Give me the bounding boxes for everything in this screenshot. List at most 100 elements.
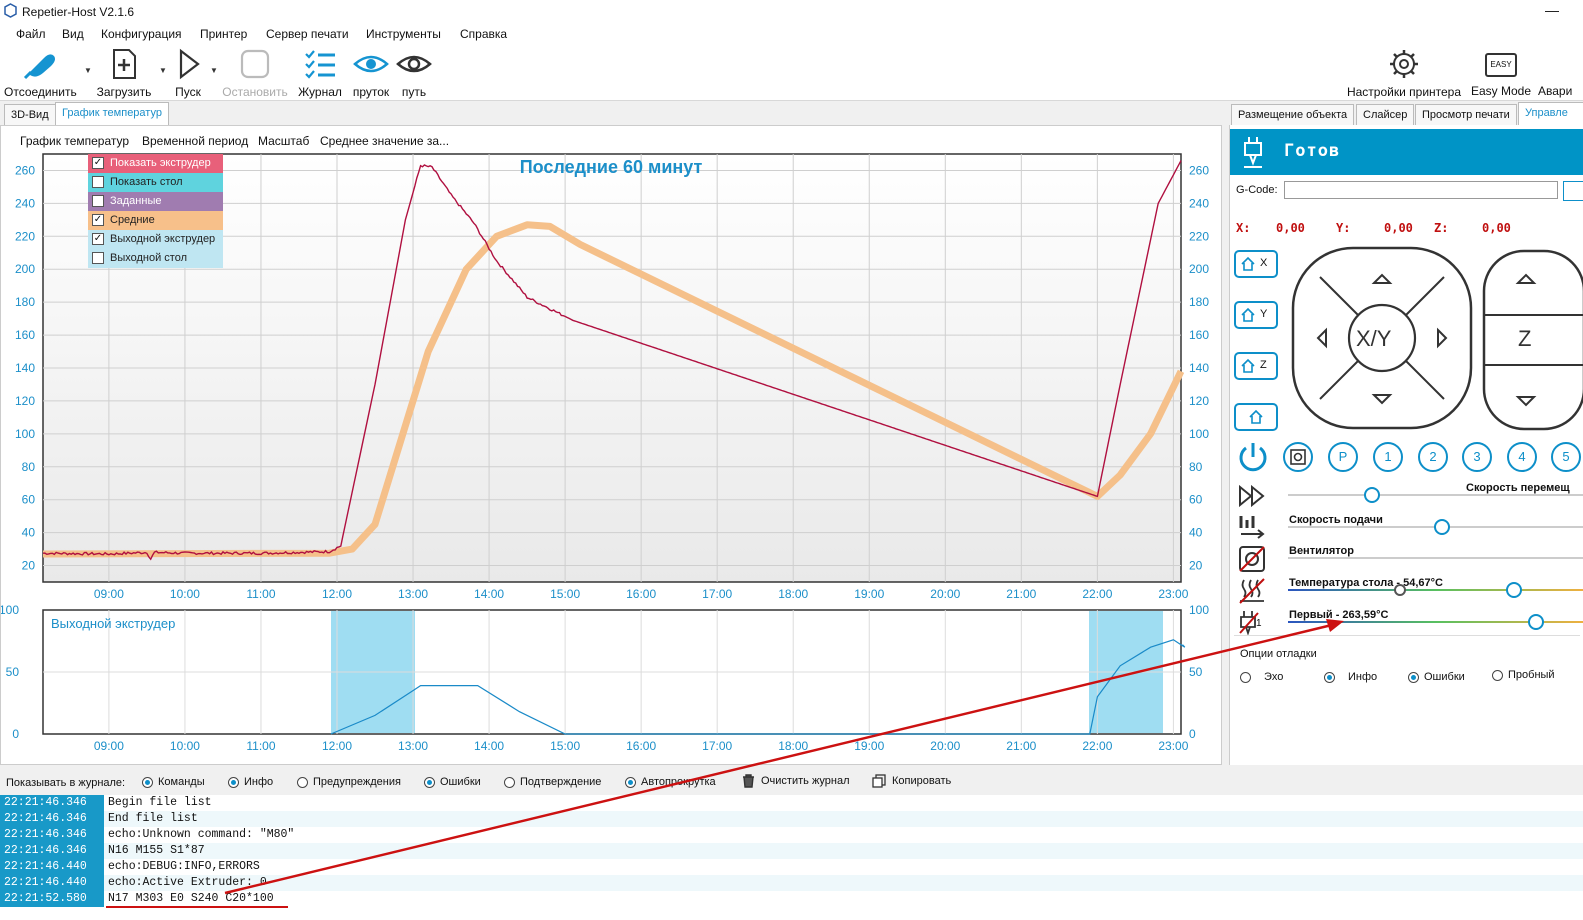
copy-log-button[interactable]: Копировать bbox=[872, 774, 951, 788]
preset-p-button[interactable]: P bbox=[1328, 442, 1358, 472]
xy-jog-pad[interactable] bbox=[1290, 245, 1474, 431]
minimize-button[interactable]: — bbox=[1545, 2, 1559, 18]
load-button[interactable]: Загрузить bbox=[96, 48, 152, 99]
tab-print-preview[interactable]: Просмотр печати bbox=[1415, 104, 1517, 125]
y-tick-label: 140 bbox=[15, 361, 35, 375]
debug-dry-run-radio[interactable] bbox=[1492, 669, 1503, 681]
legend-checkbox[interactable] bbox=[92, 252, 104, 265]
log-row: 22:21:52.580 N17 M303 E0 S240 C20*100 bbox=[0, 891, 1583, 907]
legend-item[interactable]: ✓ Показать экструдер bbox=[88, 154, 223, 173]
stop-button[interactable]: Остановить bbox=[222, 48, 288, 99]
log-filter-errors[interactable]: Ошибки bbox=[424, 776, 481, 788]
home-all-button[interactable] bbox=[1234, 403, 1278, 431]
x-tick-label-lower: 16:00 bbox=[626, 739, 656, 753]
graph-menu-average[interactable]: Среднее значение за... bbox=[320, 134, 450, 148]
log-list: 22:21:46.346 Begin file list 22:21:46.346 E… bbox=[0, 795, 1583, 920]
tab-object-placement[interactable]: Размещение объекта bbox=[1231, 104, 1355, 125]
preset-2-button[interactable]: 2 bbox=[1418, 442, 1448, 472]
load-dropdown-icon[interactable]: ▼ bbox=[159, 66, 167, 75]
status-header: Готов bbox=[1230, 129, 1583, 175]
file-plus-icon bbox=[113, 49, 136, 79]
x-tick-label: 11:00 bbox=[246, 587, 275, 601]
legend-checkbox[interactable]: ✓ bbox=[92, 233, 104, 246]
log-filter-autoscroll[interactable]: Автопрокрутка bbox=[625, 776, 716, 788]
log-filter-errors-label: Ошибки bbox=[440, 776, 481, 788]
gcode-input[interactable] bbox=[1284, 181, 1558, 199]
menu-config[interactable]: Конфигурация bbox=[101, 27, 182, 41]
menu-help[interactable]: Справка bbox=[460, 27, 508, 41]
legend-item[interactable]: Показать стол bbox=[88, 173, 223, 192]
legend-item[interactable]: ✓ Средние bbox=[88, 211, 223, 230]
home-y-button[interactable]: Y bbox=[1234, 301, 1278, 329]
x-tick-label: 09:00 bbox=[94, 587, 124, 601]
power-icon[interactable] bbox=[1236, 440, 1270, 474]
path-label: путь bbox=[401, 85, 427, 99]
filament-button[interactable]: пруток bbox=[350, 48, 392, 99]
motor-icon bbox=[1290, 449, 1306, 465]
menu-file[interactable]: Файл bbox=[16, 27, 46, 41]
log-button[interactable]: Журнал bbox=[296, 48, 344, 99]
disconnect-button[interactable]: Отсоединить bbox=[4, 48, 77, 99]
feed-speed-slider[interactable] bbox=[1434, 519, 1450, 535]
legend-item[interactable]: Выходной стол bbox=[88, 249, 223, 268]
home-z-button[interactable]: Z bbox=[1234, 352, 1278, 380]
tab-temperature-graph[interactable]: График температур bbox=[55, 102, 169, 125]
graph-title: Последние 60 минут bbox=[520, 157, 703, 177]
log-filter-commands[interactable]: Команды bbox=[142, 776, 205, 788]
stepper-motor-button[interactable] bbox=[1283, 442, 1313, 472]
menu-tools[interactable]: Инструменты bbox=[366, 27, 441, 41]
legend-checkbox[interactable] bbox=[92, 176, 104, 189]
graph-menu-scale[interactable]: Масштаб bbox=[258, 134, 310, 148]
gcode-send-button[interactable] bbox=[1563, 181, 1583, 201]
disconnect-dropdown-icon[interactable]: ▼ bbox=[84, 66, 92, 75]
preset-1-button[interactable]: 1 bbox=[1373, 442, 1403, 472]
legend-label: Средние bbox=[110, 214, 155, 226]
tab-slicer[interactable]: Слайсер bbox=[1356, 104, 1415, 125]
printer-settings-button[interactable]: Настройки принтера bbox=[1345, 48, 1463, 99]
debug-errors[interactable]: Ошибки bbox=[1408, 671, 1465, 683]
plug-icon bbox=[23, 54, 55, 80]
path-button[interactable]: путь bbox=[396, 48, 432, 99]
run-dropdown-icon[interactable]: ▼ bbox=[210, 66, 218, 75]
graph-menu-period[interactable]: Временной период bbox=[142, 134, 249, 148]
log-row: 22:21:46.346 Begin file list bbox=[0, 795, 1583, 811]
preset-4-button[interactable]: 4 bbox=[1507, 442, 1537, 472]
control-panel: Готов G-Code: X: 0,00 Y: 0,00 Z: 0,00 X … bbox=[1229, 125, 1583, 765]
bed-temp-slider[interactable] bbox=[1506, 582, 1522, 598]
legend-checkbox[interactable]: ✓ bbox=[92, 157, 104, 170]
extruder-temperature-line bbox=[42, 160, 1182, 561]
log-filter-ack[interactable]: Подтверждение bbox=[504, 776, 601, 788]
log-filter-warnings[interactable]: Предупреждения bbox=[297, 776, 401, 788]
preset-3-button[interactable]: 3 bbox=[1462, 442, 1492, 472]
debug-info[interactable]: Инфо bbox=[1324, 671, 1377, 683]
home-x-label: X bbox=[1260, 257, 1268, 269]
legend-item[interactable]: Заданные bbox=[88, 192, 223, 211]
z-jog-pad[interactable] bbox=[1482, 249, 1583, 431]
move-speed-slider[interactable] bbox=[1364, 487, 1380, 503]
debug-echo-radio[interactable] bbox=[1240, 671, 1251, 683]
x-tick-label-lower: 20:00 bbox=[930, 739, 960, 753]
legend-checkbox[interactable] bbox=[92, 195, 104, 208]
menu-view[interactable]: Вид bbox=[62, 27, 84, 41]
legend-checkbox[interactable]: ✓ bbox=[92, 214, 104, 227]
menu-print-server[interactable]: Сервер печати bbox=[266, 27, 349, 41]
log-label: Журнал bbox=[298, 85, 342, 99]
log-filter-info[interactable]: Инфо bbox=[228, 776, 273, 788]
clear-log-button[interactable]: Очистить журнал bbox=[742, 774, 850, 788]
graph-menu-temperature[interactable]: График температур bbox=[20, 134, 130, 148]
legend-item[interactable]: ✓ Выходной экструдер bbox=[88, 230, 223, 249]
debug-echo[interactable]: Эхо bbox=[1240, 671, 1283, 683]
home-x-button[interactable]: X bbox=[1234, 250, 1278, 278]
easy-mode-button[interactable]: EASY Easy Mode bbox=[1470, 48, 1532, 98]
debug-errors-radio[interactable] bbox=[1408, 671, 1419, 683]
bed-temp-track bbox=[1288, 589, 1583, 591]
debug-dry-run[interactable]: Пробный bbox=[1492, 669, 1555, 681]
tab-control[interactable]: Управле bbox=[1518, 102, 1583, 125]
extruder-temp-slider[interactable] bbox=[1528, 614, 1544, 630]
preset-5-button[interactable]: 5 bbox=[1551, 442, 1581, 472]
debug-info-radio[interactable] bbox=[1324, 671, 1335, 683]
menu-printer[interactable]: Принтер bbox=[200, 27, 248, 41]
run-button[interactable]: Пуск bbox=[168, 48, 208, 99]
emergency-button[interactable]: Авари bbox=[1538, 48, 1583, 98]
tab-3d-view[interactable]: 3D-Вид bbox=[4, 104, 56, 125]
